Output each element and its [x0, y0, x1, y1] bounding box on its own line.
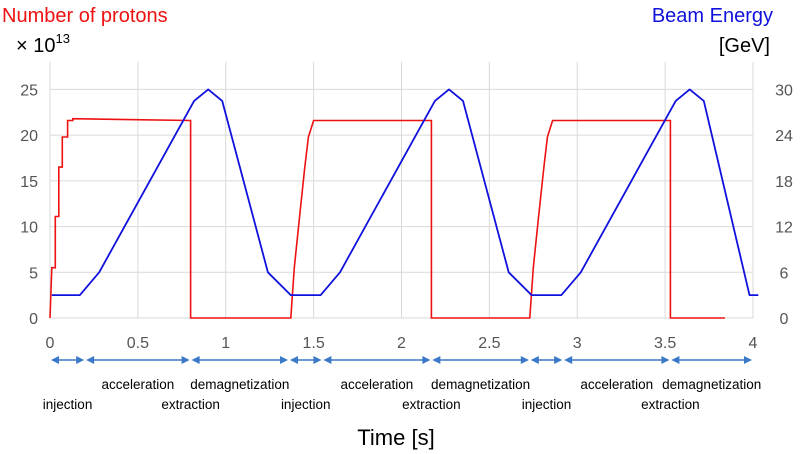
- right-axis-title: Beam Energy: [652, 5, 773, 27]
- y-right-tick-label: 18: [775, 174, 793, 191]
- multiplier-base: × 10: [16, 35, 55, 57]
- x-tick-label: 0: [46, 335, 55, 352]
- phase-annotations: injection acceleration extraction demagneti…: [43, 356, 761, 412]
- phase-label-acceleration: acceleration: [580, 377, 653, 392]
- y-left-tick-label: 5: [29, 265, 38, 282]
- x-axis-label: Time [s]: [357, 425, 434, 450]
- x-tick-label: 3: [573, 335, 582, 352]
- phase-arrow: [564, 356, 670, 364]
- phase-arrow: [432, 356, 529, 364]
- multiplier-exponent: 13: [55, 31, 69, 46]
- y-right-tick-label: 6: [780, 265, 789, 282]
- x-tick-label: 1.5: [303, 335, 325, 352]
- phase-arrow: [671, 356, 752, 364]
- y-right-tick-label: 12: [775, 220, 793, 237]
- x-tick-label: 0.5: [127, 335, 149, 352]
- phase-arrow: [530, 356, 563, 364]
- y-right-tick-label: 0: [780, 311, 789, 328]
- left-axis-multiplier: × 1013: [16, 31, 70, 57]
- phase-label-extraction: extraction: [161, 397, 220, 412]
- phase-arrow: [86, 356, 190, 364]
- phase-label-injection: injection: [522, 397, 572, 412]
- phase-label-extraction: extraction: [402, 397, 461, 412]
- phase-label-extraction: extraction: [641, 397, 700, 412]
- x-tick-label: 2: [397, 335, 406, 352]
- y-left-tick-label: 10: [20, 220, 38, 237]
- left-axis-title: Number of protons: [2, 5, 168, 27]
- y-left-tick-label: 25: [20, 82, 38, 99]
- y-left-tick-label: 20: [20, 128, 38, 145]
- x-tick-label: 2.5: [478, 335, 500, 352]
- phase-label-acceleration: acceleration: [101, 377, 174, 392]
- x-tick-label: 3.5: [654, 335, 676, 352]
- x-tick-label: 4: [749, 335, 758, 352]
- proton-count-line: [49, 117, 725, 319]
- phase-arrow: [191, 356, 289, 364]
- phase-arrow: [323, 356, 431, 364]
- x-tick-label: 1: [221, 335, 230, 352]
- y-left-tick-label: 0: [29, 311, 38, 328]
- tick-labels: 0 5 10 15 20 25 0 6 12 18 24 30 0 0.5 1 1.5 2 2.5 3 3.5 4: [20, 82, 793, 352]
- phase-label-acceleration: acceleration: [340, 377, 413, 392]
- right-axis-unit: [GeV]: [719, 35, 770, 57]
- phase-arrow: [290, 356, 322, 364]
- y-right-tick-label: 24: [775, 128, 793, 145]
- phase-arrow: [51, 356, 85, 364]
- phase-label-demagnetization: demagnetization: [190, 377, 289, 392]
- beam-energy-line: [51, 88, 759, 296]
- y-right-tick-label: 30: [775, 82, 793, 99]
- grid: [49, 62, 754, 319]
- y-left-tick-label: 15: [20, 174, 38, 191]
- phase-label-injection: injection: [281, 397, 331, 412]
- phase-label-demagnetization: demagnetization: [662, 377, 761, 392]
- phase-label-demagnetization: demagnetization: [431, 377, 530, 392]
- series-layer: [49, 88, 759, 319]
- phase-label-injection: injection: [43, 397, 93, 412]
